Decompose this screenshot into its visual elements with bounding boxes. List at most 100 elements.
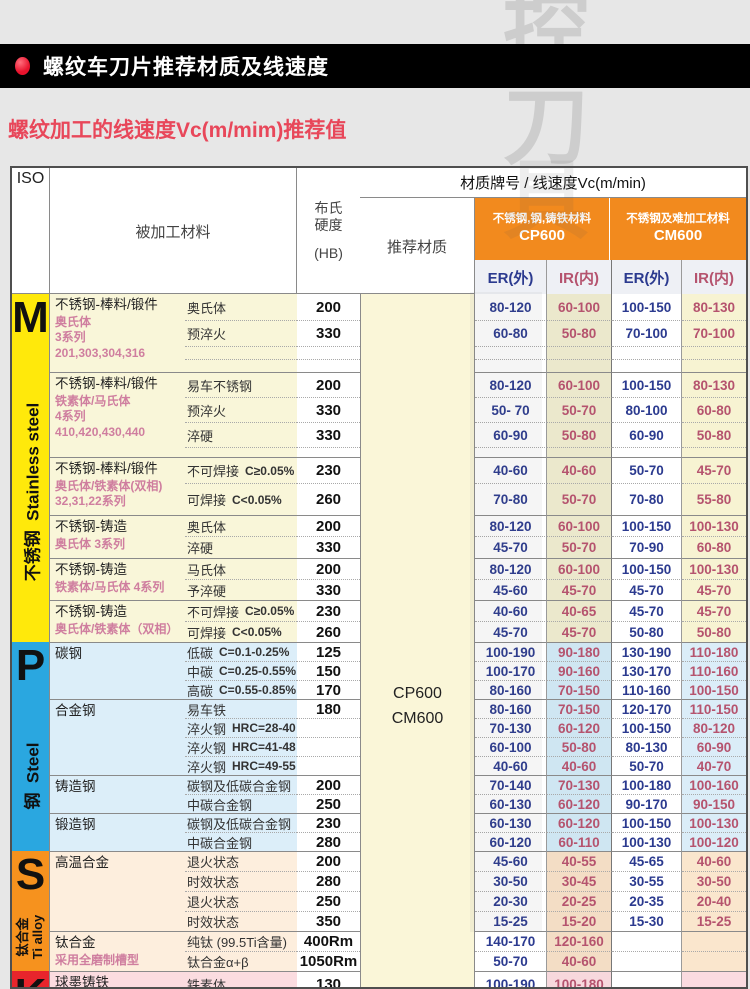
condition-cell: 高碳 C=0.55-0.85% [185, 680, 297, 699]
speed-cell: 40-60 [547, 756, 612, 775]
condition-cell: 时效状态 [185, 911, 297, 931]
speed-cell: 60-100 [547, 372, 612, 397]
table-row: 退火状态 200 45-60 40-55 45-65 40-60 [185, 851, 746, 871]
material-name: 不锈钢-棒料/锻件 [55, 297, 158, 312]
condition-text: 预淬火 [187, 327, 227, 342]
speed-cell: 100-180 [547, 971, 612, 987]
speed-cell [475, 346, 547, 359]
condition-cell: 退火状态 [185, 891, 297, 911]
table-row: 中碳合金钢 280 60-120 60-110 100-130 100-120 [185, 832, 746, 851]
section-blocks: 球墨铸铁 铁素体 130 100-190 100-180 [50, 971, 746, 987]
block-rows: 铁素体 130 100-190 100-180 [185, 971, 746, 987]
speed-cell: 20-25 [547, 891, 612, 911]
condition-cell [185, 447, 297, 457]
speed-cell: 70-150 [547, 699, 612, 718]
hardness-cell: 230 [297, 457, 360, 483]
material-block: 高温合金 退火状态 200 45-60 40-55 45-65 40-60 时效状态 280 30… [50, 851, 746, 931]
material-block: 球墨铸铁 铁素体 130 100-190 100-180 [50, 971, 746, 987]
material-desc-cell: 合金钢 [50, 699, 185, 775]
header-grade-cm600: 不锈钢及难加工材料 CM600 [609, 198, 746, 260]
condition-cell: 淬硬 [185, 422, 297, 447]
hardness-cell: 170 [297, 680, 360, 699]
speed-cell: 50-80 [547, 422, 612, 447]
hardness-cell: 260 [297, 483, 360, 515]
material-block: 不锈钢-棒料/锻件 奥氏体/铁素体(双相) 32,31,22系列 不可焊接 C≥0.05… [50, 457, 746, 515]
material-name: 不锈钢-棒料/锻件 [55, 461, 158, 476]
grade-code-label: CP600 [519, 226, 565, 244]
condition-cell: 不可焊接 C≥0.05% [185, 600, 297, 621]
hardness-cell: 200 [297, 775, 360, 794]
speed-cell: 50-70 [612, 756, 682, 775]
hardness-cell: 200 [297, 515, 360, 536]
condition-text: 碳钢及低碳合金钢 [187, 778, 292, 794]
material-desc-cell: 碳钢 [50, 642, 185, 699]
speed-cell: 130-190 [612, 642, 682, 661]
condition-text: 时效状态 [187, 915, 240, 930]
condition-text: 中碳 [187, 664, 214, 680]
speed-cell: 80-160 [475, 680, 547, 699]
condition-text: 中碳合金钢 [187, 835, 253, 851]
material-series: 奥氏体 3系列 [55, 536, 126, 551]
condition-cell: 碳钢及低碳合金钢 [185, 813, 297, 832]
speed-cell: 30-45 [547, 871, 612, 891]
condition-text: 淬火钢 [187, 721, 227, 737]
watermark-char: 刀 [503, 79, 589, 175]
speed-cell: 60-80 [475, 320, 547, 346]
speed-cell: 20-35 [612, 891, 682, 911]
condition-text: 淬火钢 [187, 740, 227, 756]
speed-cell: 45-70 [682, 579, 746, 600]
section-M: M 不锈钢 Stainless steel 不锈钢-棒料/锻件 奥氏体 3系列 201,3… [12, 294, 746, 642]
speed-cell: 50-80 [682, 621, 746, 642]
speed-cell: 45-65 [612, 851, 682, 871]
material-desc-cell: 球墨铸铁 [50, 971, 185, 987]
condition-cell: 可焊接 C<0.05% [185, 621, 297, 642]
speed-cell: 50-70 [547, 397, 612, 422]
speed-cell: 120-160 [547, 931, 612, 951]
speed-cell: 80-130 [612, 737, 682, 756]
condition-note: HRC=49-55 [232, 759, 296, 773]
condition-cell: 淬火钢 HRC=28-40 [185, 718, 297, 737]
table-row: 可焊接 C<0.05% 260 45-70 45-70 50-80 50-80 [185, 621, 746, 642]
speed-cell: 60-120 [475, 832, 547, 851]
material-series: 201,303,304,316 [55, 346, 146, 361]
speed-cell: 70-140 [475, 775, 547, 794]
hardness-cell: 250 [297, 891, 360, 911]
section-blocks: 高温合金 退火状态 200 45-60 40-55 45-65 40-60 时效状态 280 30… [50, 851, 746, 971]
speed-cell: 70-130 [547, 775, 612, 794]
speed-cell: 30-50 [682, 871, 746, 891]
speed-cell: 30-55 [612, 871, 682, 891]
page-title: 螺纹车刀片推荐材质及线速度 [43, 56, 329, 79]
hardness-cell: 280 [297, 832, 360, 851]
condition-text: 碳钢及低碳合金钢 [187, 816, 292, 832]
speed-cell: 50- 70 [475, 397, 547, 422]
material-series: 3系列 [55, 330, 86, 345]
speed-cell [682, 971, 746, 987]
material-block: 合金钢 易车铁 180 80-160 70-150 120-170 110-150 淬火钢 HR… [50, 699, 746, 775]
hardness-cell: 330 [297, 536, 360, 558]
speed-cell: 100-130 [682, 558, 746, 579]
speed-cell: 80-120 [682, 718, 746, 737]
condition-text: 淬硬 [187, 428, 214, 444]
table-row: 淬硬 330 60-90 50-80 60-90 50-80 [185, 422, 746, 447]
header-hardness-line: 硬度 [314, 217, 343, 234]
speed-cell: 110-180 [682, 642, 746, 661]
speed-cell [612, 359, 682, 372]
block-rows: 不可焊接 C≥0.05% 230 40-60 40-65 45-70 45-70 可焊接 C<0… [185, 600, 746, 642]
condition-note: C=0.1-0.25% [219, 645, 290, 659]
speed-cell: 45-60 [475, 851, 547, 871]
block-rows: 碳钢及低碳合金钢 230 60-130 60-120 100-150 100-130 中碳合… [185, 813, 746, 851]
speed-cell: 140-170 [475, 931, 547, 951]
speed-cell: 80-120 [475, 294, 547, 320]
speed-cell [612, 346, 682, 359]
section-S: S 钛合金 Ti alloy 高温合金 退火状态 200 45-60 40-55 45-65 4… [12, 851, 746, 971]
table-row: 淬硬 330 45-70 50-70 70-90 60-80 [185, 536, 746, 558]
speed-cell: 100-170 [475, 661, 547, 680]
speed-cell [682, 346, 746, 359]
material-name: 铸造钢 [55, 779, 96, 794]
speed-cell: 100-180 [612, 775, 682, 794]
table-row: 淬火钢 HRC=41-48 60-100 50-80 80-130 60-90 [185, 737, 746, 756]
condition-text: 纯钛 (99.5Ti含量) [187, 935, 287, 950]
speed-cell: 100-190 [475, 971, 547, 987]
hardness-cell: 1050Rm [297, 951, 360, 971]
